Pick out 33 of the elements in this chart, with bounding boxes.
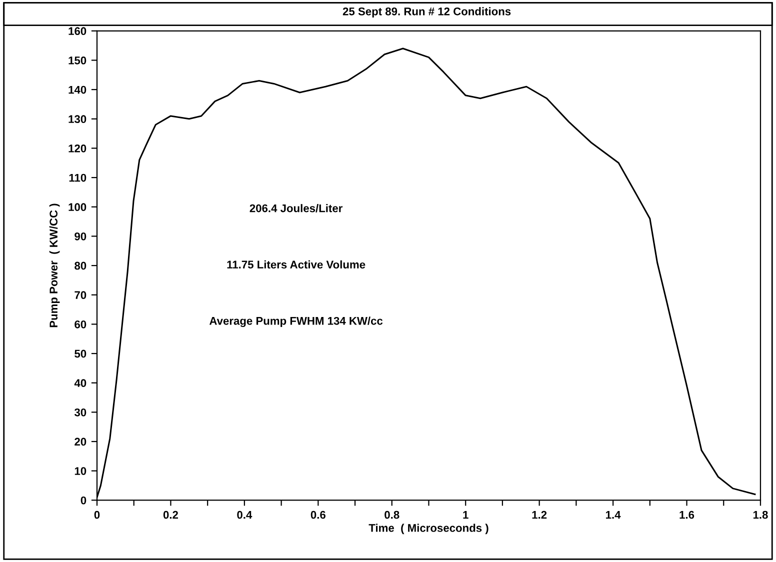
y-tick-label: 70 xyxy=(74,291,86,300)
y-tick-label: 160 xyxy=(68,27,86,36)
y-tick-label: 120 xyxy=(68,144,86,152)
x-axis-title: Time ( Microseconds ) xyxy=(368,524,488,534)
y-tick-label: 60 xyxy=(74,320,86,328)
y-tick-label: 10 xyxy=(74,467,86,475)
annotation: 11.75 Liters Active Volume xyxy=(227,260,366,269)
x-tick-label: 0.8 xyxy=(384,510,400,519)
x-tick-label: 1.4 xyxy=(606,511,621,519)
y-tick-label: 20 xyxy=(74,438,86,446)
y-tick-label: 150 xyxy=(68,56,86,64)
x-tick-label: 1 xyxy=(463,511,468,519)
x-tick-label: 0 xyxy=(94,510,100,519)
y-tick-label: 100 xyxy=(68,203,86,212)
y-tick-label: 140 xyxy=(68,86,86,94)
y-tick-label: 0 xyxy=(80,496,86,504)
x-tick-label: 1.2 xyxy=(532,510,547,519)
x-tick-label: 0.4 xyxy=(237,510,252,519)
y-tick-label: 40 xyxy=(74,379,86,387)
x-tick-label: 1.8 xyxy=(753,510,768,519)
x-tick-label: 0.2 xyxy=(163,510,178,519)
chart-title: 25 Sept 89. Run # 12 Conditions xyxy=(342,7,511,18)
y-tick-label: 130 xyxy=(68,115,86,124)
y-tick-label: 80 xyxy=(74,262,86,270)
x-tick-label: 1.6 xyxy=(680,510,694,519)
annotation: 206.4 Joules/Liter xyxy=(250,204,343,212)
y-tick-label: 90 xyxy=(74,232,86,240)
annotation: Average Pump FWHM 134 KW/cc xyxy=(209,316,383,328)
y-tick-label: 110 xyxy=(69,174,86,182)
y-tick-label: 50 xyxy=(74,350,86,358)
y-tick-label: 30 xyxy=(74,408,86,416)
y-axis-title: Pump Power ( KW/CC ) xyxy=(49,204,60,328)
x-tick-label: 0.6 xyxy=(310,510,326,519)
